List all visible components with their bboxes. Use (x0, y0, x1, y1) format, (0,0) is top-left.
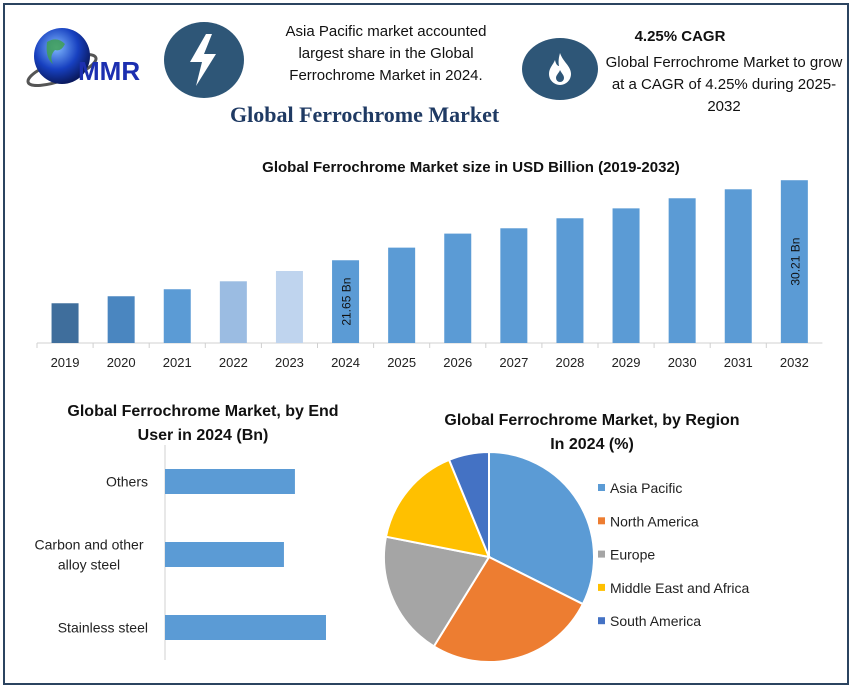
bar-carbon-and-other-alloy-steel (165, 542, 284, 567)
legend-label: Asia Pacific (610, 480, 682, 496)
legend-swatch (598, 617, 605, 625)
bar-others (165, 469, 295, 494)
legend-label: South America (610, 613, 701, 629)
bar-2025 (388, 247, 416, 343)
bar-2019 (51, 303, 79, 343)
legend-swatch (598, 583, 605, 591)
category-label: alloy steel (58, 557, 120, 573)
x-tick-label: 2029 (612, 355, 641, 370)
x-tick-label: 2032 (780, 355, 809, 370)
x-tick-label: 2025 (387, 355, 416, 370)
data-label: 30.21 Bn (788, 238, 802, 286)
x-tick-label: 2019 (51, 355, 80, 370)
legend-swatch (598, 517, 605, 525)
region-pie-chart: Asia Pacific North America Europe Middle Ea… (383, 450, 750, 663)
data-label: 21.65 Bn (340, 278, 354, 326)
legend-swatch (598, 550, 605, 558)
bar-2032 (780, 180, 808, 343)
slice-middle-east-and-africa (384, 458, 491, 559)
infographic-frame (3, 3, 849, 685)
lightning-icon (164, 22, 244, 98)
bar-2021 (163, 289, 191, 343)
x-tick-label: 2031 (724, 355, 753, 370)
legend-label: Middle East and Africa (610, 580, 750, 596)
asia-pacific-highlight: Asia Pacific market accounted largest sh… (285, 23, 487, 84)
bar-stainless-steel (165, 615, 326, 640)
legend-label: Europe (610, 547, 655, 563)
slice-south-america (447, 450, 490, 558)
end-user-bar-chart: Others Carbon and other alloy steel Stainle… (35, 445, 326, 660)
legend-label: North America (610, 513, 699, 529)
bar-2020 (107, 296, 135, 343)
bar-2029 (612, 208, 640, 343)
page-title: Global Ferrochrome Market (230, 102, 500, 127)
market-size-bar-chart: 2019 2020 2021 2022 2023 2024 21.65 Bn 2025 2026… (36, 180, 823, 370)
x-tick-label: 2023 (275, 355, 304, 370)
bar-2030 (668, 198, 696, 343)
x-tick-label: 2027 (499, 355, 528, 370)
cagr-title: 4.25% CAGR (634, 28, 726, 45)
x-tick-label: 2028 (555, 355, 584, 370)
category-label: Carbon and other (35, 537, 144, 553)
x-tick-label: 2021 (163, 355, 192, 370)
mmr-logo: MMR (22, 22, 162, 92)
cagr-description: Global Ferrochrome Market to grow at a C… (605, 54, 843, 115)
category-label: Others (106, 474, 148, 490)
logo-text: MMR (78, 56, 140, 86)
bar-2031 (724, 189, 752, 343)
bar-2023 (275, 271, 303, 343)
legend-swatch (598, 484, 605, 491)
bar-2026 (444, 233, 472, 343)
region-chart-title: Global Ferrochrome Market, by Region In 2… (444, 412, 739, 453)
slice-europe (383, 535, 491, 648)
bar-2028 (556, 218, 584, 343)
slice-asia-pacific (488, 450, 595, 606)
bar-chart-title: Global Ferrochrome Market size in USD Bi… (262, 159, 680, 176)
category-label: Stainless steel (58, 620, 148, 636)
slice-north-america (432, 555, 585, 663)
x-tick-label: 2026 (443, 355, 472, 370)
bar-2022 (219, 281, 247, 343)
bar-2024 (332, 260, 360, 343)
x-tick-label: 2022 (219, 355, 248, 370)
flame-icon (522, 38, 598, 100)
end-user-chart-title: Global Ferrochrome Market, by End User in… (67, 403, 338, 444)
x-tick-label: 2030 (668, 355, 697, 370)
x-tick-label: 2024 (331, 355, 360, 370)
globe-logo-icon: MMR (26, 28, 140, 87)
x-tick-label: 2020 (107, 355, 136, 370)
bar-2027 (500, 228, 528, 343)
